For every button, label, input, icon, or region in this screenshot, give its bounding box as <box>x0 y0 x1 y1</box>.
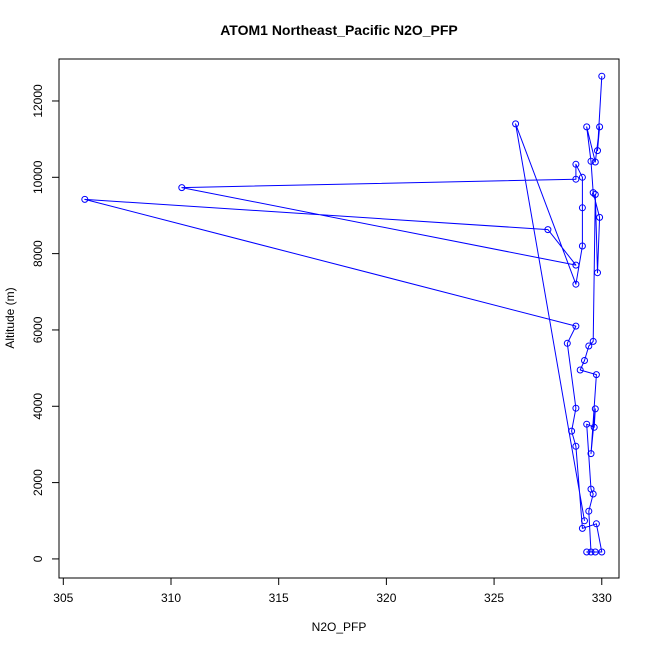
y-tick-label: 8000 <box>31 240 45 267</box>
data-point <box>568 427 576 435</box>
data-point <box>563 339 571 347</box>
data-point <box>544 226 552 234</box>
data-point <box>578 173 586 181</box>
data-point <box>578 242 586 250</box>
chart-title: ATOM1 Northeast_Pacific N2O_PFP <box>220 22 458 38</box>
data-point <box>590 423 598 431</box>
x-tick-label: 315 <box>269 591 289 605</box>
data-point <box>178 184 186 192</box>
data-point <box>572 442 580 450</box>
y-tick-label: 12000 <box>31 84 45 118</box>
data-point <box>581 517 588 525</box>
data-point <box>594 147 601 155</box>
data-point <box>578 524 586 532</box>
data-point <box>572 280 580 288</box>
data-point <box>598 548 606 556</box>
x-tick-label: 325 <box>484 591 504 605</box>
data-point <box>572 404 580 412</box>
data-point <box>587 548 595 556</box>
x-axis-label: N2O_PFP <box>312 620 367 634</box>
data-point <box>585 507 593 515</box>
data-point <box>592 520 600 528</box>
x-axis: 305 310 315 320 325 330 <box>53 577 612 605</box>
data-point <box>592 371 600 379</box>
data-point <box>578 204 586 212</box>
x-tick-label: 305 <box>53 591 73 605</box>
data-point <box>596 123 604 131</box>
data-point <box>583 420 591 428</box>
data-point <box>591 405 599 413</box>
y-axis-label: Altitude (m) <box>3 287 17 348</box>
data-point <box>572 160 580 168</box>
y-tick-label: 6000 <box>31 316 45 343</box>
y-tick-label: 2000 <box>31 469 45 496</box>
x-tick-label: 330 <box>592 591 612 605</box>
data-point <box>587 157 595 165</box>
data-point <box>598 72 606 80</box>
data-point <box>81 195 89 203</box>
series-layer <box>81 72 606 556</box>
data-point <box>589 490 597 498</box>
data-point <box>572 322 580 330</box>
y-tick-label: 4000 <box>31 393 45 420</box>
data-point <box>581 357 588 364</box>
data-point <box>512 120 520 128</box>
data-point <box>591 158 599 166</box>
data-point <box>572 175 580 183</box>
y-tick-label: 10000 <box>31 160 45 194</box>
data-point <box>587 450 595 458</box>
data-point <box>596 213 604 221</box>
y-axis: 0 2000 4000 6000 8000 10000 12000 <box>31 84 60 562</box>
plot-frame <box>58 58 620 579</box>
data-point <box>594 269 601 277</box>
data-point <box>576 366 584 374</box>
data-point <box>583 123 591 131</box>
data-point <box>583 548 591 556</box>
data-point <box>585 342 593 350</box>
data-point <box>572 261 580 269</box>
x-tick-label: 310 <box>161 591 181 605</box>
data-point <box>589 337 597 345</box>
y-tick-label: 0 <box>31 555 45 562</box>
series-line <box>84 76 603 553</box>
data-point <box>589 189 597 197</box>
data-point <box>591 191 599 198</box>
x-tick-label: 320 <box>376 591 396 605</box>
